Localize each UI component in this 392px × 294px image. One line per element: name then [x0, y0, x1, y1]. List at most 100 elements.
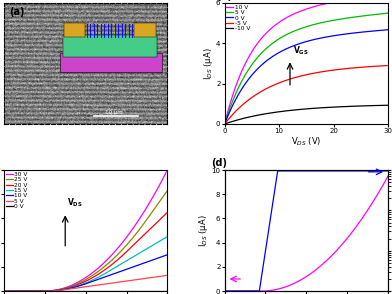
20 V: [90, 276, 95, 280]
20 V: [161, 214, 166, 218]
-10 V: [319, 106, 324, 110]
10 V: [161, 254, 166, 258]
25 V: [99, 268, 103, 271]
15 V: [99, 274, 103, 278]
10 V: [2, 289, 6, 293]
0 V: [90, 289, 95, 293]
20 V: [136, 239, 140, 243]
-5 V: [222, 122, 227, 126]
15 V: [136, 252, 140, 256]
5 V: [79, 285, 84, 289]
10 V: [99, 276, 103, 280]
5 V: [319, 21, 324, 24]
-5 V: [223, 121, 227, 125]
-5 V: [360, 65, 365, 69]
Y-axis label: I$_{DS}$ (μA): I$_{DS}$ (μA): [201, 47, 214, 80]
5 V: [322, 20, 327, 24]
30 V: [90, 271, 95, 275]
Text: $\mathbf{V_{DS}}$: $\mathbf{V_{DS}}$: [67, 196, 83, 209]
5 V: [136, 278, 140, 281]
5 V: [370, 13, 375, 16]
20 V: [80, 281, 85, 284]
-10 V: [322, 106, 327, 109]
-5 V: [319, 70, 324, 74]
Y-axis label: I$_{DS}$ (μA): I$_{DS}$ (μA): [197, 214, 210, 247]
5 V: [319, 21, 324, 24]
30 V: [79, 278, 84, 282]
0 V: [79, 289, 84, 293]
15 V: [80, 283, 85, 286]
0 V: [99, 289, 103, 293]
30 V: [136, 219, 140, 223]
20 V: [79, 281, 84, 285]
5 V: [2, 289, 6, 293]
10 V: [319, 3, 324, 6]
30 V: [165, 168, 170, 172]
10 V: [79, 283, 84, 287]
20 V: [2, 289, 6, 293]
0 V: [386, 28, 390, 31]
5 V: [222, 122, 227, 126]
Text: (a): (a): [9, 6, 24, 16]
Line: 5 V: 5 V: [225, 13, 388, 124]
10 V: [319, 3, 324, 6]
10 V: [136, 263, 140, 267]
10 V: [90, 280, 95, 283]
5 V: [165, 273, 170, 277]
-5 V: [370, 65, 375, 68]
-10 V: [223, 122, 227, 126]
Text: $\mathbf{V_{GS}}$: $\mathbf{V_{GS}}$: [293, 45, 309, 57]
10 V: [322, 2, 327, 6]
-10 V: [222, 122, 227, 126]
20 V: [99, 270, 103, 274]
25 V: [90, 274, 95, 277]
Line: 10 V: 10 V: [4, 255, 167, 291]
10 V: [80, 283, 85, 287]
30 V: [99, 264, 103, 267]
0 V: [80, 289, 85, 293]
5 V: [223, 121, 227, 124]
X-axis label: V$_{DS}$ (V): V$_{DS}$ (V): [291, 136, 321, 148]
10 V: [165, 253, 170, 256]
-5 V: [386, 64, 390, 67]
0 V: [161, 289, 166, 293]
15 V: [79, 283, 84, 286]
20 V: [165, 211, 170, 214]
-10 V: [370, 104, 375, 107]
Text: (b): (b): [216, 0, 232, 1]
0 V: [319, 36, 324, 40]
25 V: [80, 280, 85, 283]
0 V: [136, 289, 140, 293]
30 V: [80, 278, 85, 281]
25 V: [136, 230, 140, 233]
15 V: [90, 278, 95, 282]
5 V: [386, 11, 390, 15]
-5 V: [319, 70, 324, 74]
25 V: [2, 289, 6, 293]
Line: -5 V: -5 V: [225, 66, 388, 124]
0 V: [370, 29, 375, 33]
0 V: [165, 289, 170, 293]
Line: 10 V: 10 V: [225, 0, 388, 124]
15 V: [165, 235, 170, 238]
Text: (d): (d): [212, 158, 227, 168]
10 V: [222, 122, 227, 126]
Line: 30 V: 30 V: [4, 170, 167, 291]
25 V: [165, 189, 170, 192]
0 V: [319, 36, 324, 40]
5 V: [80, 285, 85, 289]
0 V: [322, 36, 327, 39]
10 V: [223, 120, 227, 123]
5 V: [90, 284, 95, 288]
15 V: [161, 237, 166, 241]
Legend: 30 V, 25 V, 20 V, 15 V, 10 V, 5 V, 0 V: 30 V, 25 V, 20 V, 15 V, 10 V, 5 V, 0 V: [5, 171, 28, 210]
Line: 5 V: 5 V: [4, 275, 167, 291]
Line: -10 V: -10 V: [225, 105, 388, 124]
0 V: [223, 121, 227, 124]
Text: 10 μm: 10 μm: [105, 110, 123, 115]
Line: 15 V: 15 V: [4, 237, 167, 291]
-10 V: [386, 103, 390, 107]
30 V: [161, 176, 166, 179]
30 V: [2, 289, 6, 293]
-5 V: [322, 70, 327, 73]
